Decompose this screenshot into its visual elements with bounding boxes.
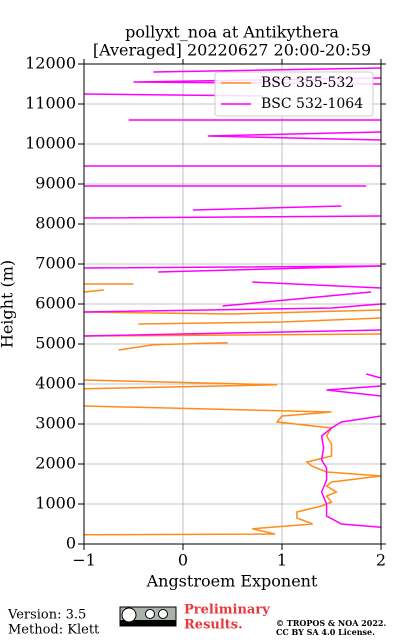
method: Method: Klett	[8, 623, 100, 638]
y-tick-label: 10000	[25, 134, 76, 153]
plot-lines	[84, 67, 381, 536]
chart-subtitle: [Averaged] 20220627 20:00-20:59	[93, 41, 371, 60]
x-tick-label: 1	[277, 551, 287, 570]
data-line	[84, 283, 381, 536]
version: Version: 3.5	[7, 608, 86, 623]
x-tick-label: 0	[178, 551, 188, 570]
x-tick-label: 2	[376, 551, 386, 570]
copyright: © TROPOS & NOA 2022.	[276, 618, 386, 628]
y-tick-label: 2000	[35, 454, 76, 473]
legend-label: BSC 532-1064	[261, 96, 363, 112]
preliminary: Preliminary	[184, 603, 270, 618]
y-tick-label: 6000	[35, 294, 76, 313]
legend: BSC 355-532 BSC 532-1064	[214, 71, 374, 117]
data-line	[84, 67, 381, 528]
y-axis-label: Height (m)	[0, 260, 17, 348]
cc-badge	[119, 606, 177, 627]
y-tick-label: 3000	[35, 414, 76, 433]
legend-label: BSC 355-532	[261, 75, 354, 91]
legend-box	[214, 71, 374, 117]
y-tick-label: 5000	[35, 334, 76, 353]
y-tick-label: 1000	[35, 494, 76, 513]
chart-title: pollyxt_noa at Antikythera	[125, 23, 339, 42]
results: Results.	[184, 618, 243, 633]
x-tick-label: −1	[72, 551, 96, 570]
license: CC BY SA 4.0 License.	[276, 627, 375, 637]
x-axis-label: Angstroem Exponent	[146, 572, 318, 591]
y-tick-label: 9000	[35, 174, 76, 193]
y-tick-label: 4000	[35, 374, 76, 393]
y-tick-label: 0	[66, 534, 76, 553]
y-tick-label: 11000	[25, 94, 76, 113]
y-tick-label: 12000	[25, 54, 76, 73]
y-tick-label: 8000	[35, 214, 76, 233]
y-tick-label: 7000	[35, 254, 76, 273]
